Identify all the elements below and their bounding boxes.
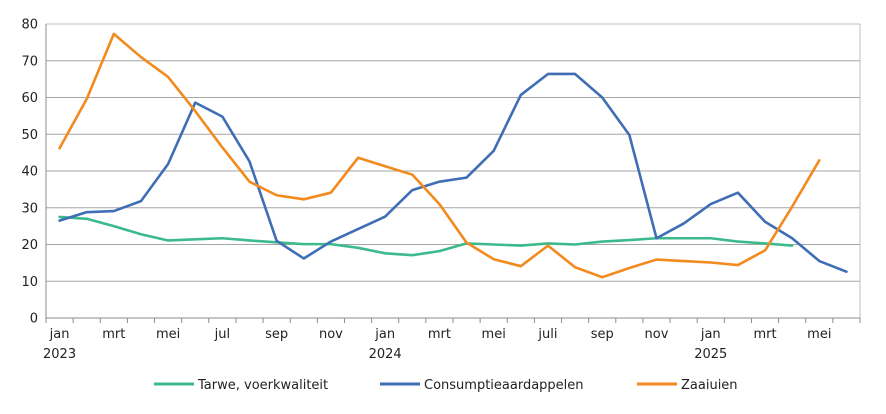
x-tick-label: jan — [374, 327, 395, 342]
y-tick-label: 40 — [21, 165, 38, 180]
y-tick-label: 20 — [21, 238, 38, 253]
series-line-2 — [58, 32, 821, 279]
gridlines — [46, 23, 861, 318]
legend-label-0: Tarwe, voerkwaliteit — [197, 378, 328, 393]
x-tick-label: nov — [645, 327, 669, 342]
legend-label-2: Zaaiuien — [681, 378, 738, 393]
x-tick-label: jan — [49, 327, 70, 342]
x-tick-label: nov — [319, 327, 343, 342]
x-tick-label: mei — [156, 327, 180, 342]
x-tick-label: mei — [807, 327, 831, 342]
y-tick-label: 80 — [21, 18, 38, 33]
x-tick-label: sep — [591, 327, 614, 342]
x-tick-label: jul — [214, 327, 230, 342]
y-tick-label: 50 — [21, 128, 38, 143]
x-tick-label: jan — [700, 327, 721, 342]
x-tick-label: sep — [265, 327, 288, 342]
series-line-1 — [58, 72, 848, 273]
x-tick-year-label: 2023 — [43, 347, 76, 362]
x-tick-label: mrt — [102, 327, 125, 342]
x-tick-year-label: 2024 — [369, 347, 402, 362]
legend: Tarwe, voerkwaliteit Consumptieaardappele… — [154, 378, 738, 393]
y-tick-label: 10 — [21, 275, 38, 290]
series-lines — [58, 32, 848, 279]
x-tick-year-label: 2025 — [694, 347, 727, 362]
series-line-0 — [58, 215, 794, 257]
y-tick-label: 70 — [21, 54, 38, 69]
x-tick-label: juli — [537, 327, 557, 342]
axes: 0 10 20 30 40 50 60 70 80 jan 2023 mrt mei jul sep nov j… — [21, 18, 861, 362]
legend-label-1: Consumptieaardappelen — [424, 378, 584, 393]
x-tick-label: mrt — [428, 327, 451, 342]
y-tick-label: 60 — [21, 91, 38, 106]
x-tick-label: mrt — [753, 327, 776, 342]
y-tick-label: 0 — [30, 312, 38, 327]
x-tick-label: mei — [482, 327, 506, 342]
y-tick-label: 30 — [21, 201, 38, 216]
